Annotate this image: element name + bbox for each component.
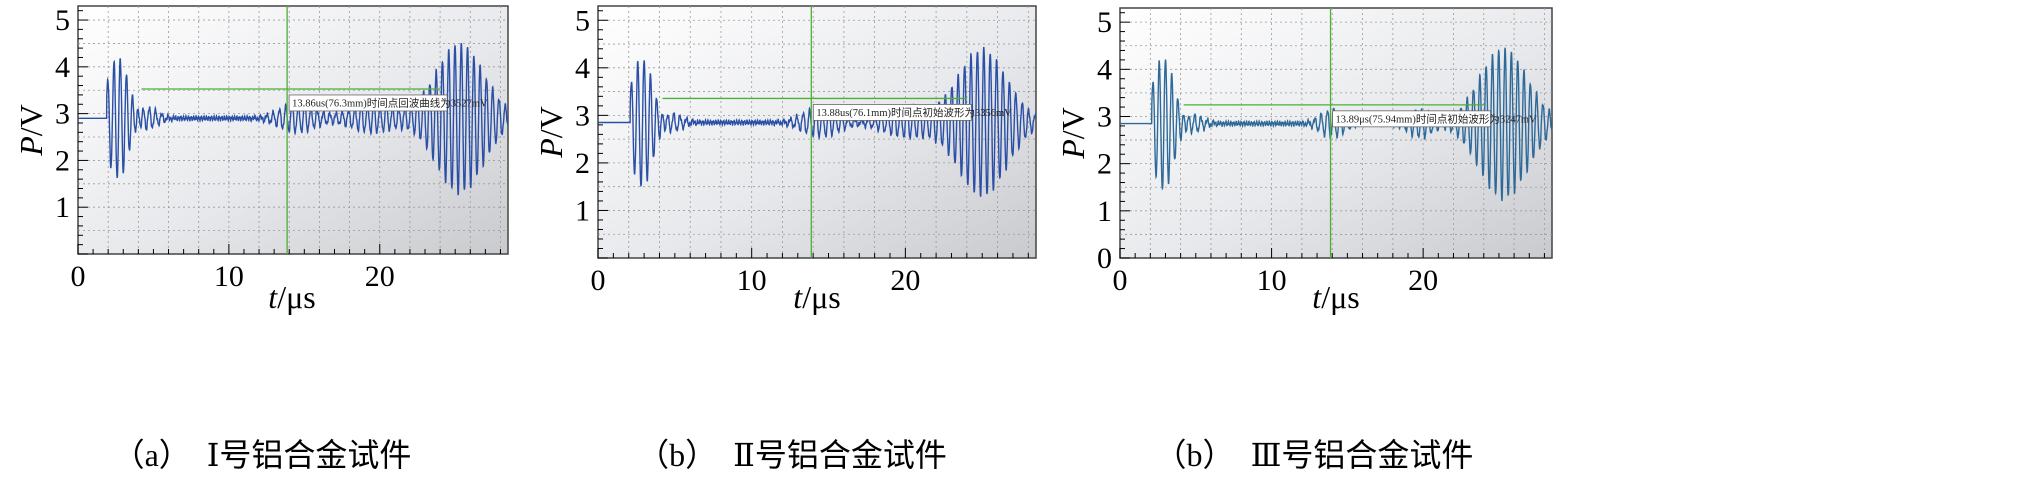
y-tick-label: 2 xyxy=(575,147,590,180)
axis-ticks-a xyxy=(77,10,501,255)
caption-c-text: Ⅲ号铝合金试件 xyxy=(1250,437,1474,473)
caption-a: （a） Ⅰ号铝合金试件 xyxy=(113,430,412,476)
y-tick-label: 4 xyxy=(55,51,70,84)
x-tick-label: 20 xyxy=(365,260,395,293)
y-axis-label-c: P/V xyxy=(1055,107,1091,160)
x-axis-label-b: t/μs xyxy=(793,279,840,315)
caption-c: （b） Ⅲ号铝合金试件 xyxy=(1155,430,1474,476)
annotation-text-c: 13.89μs(75.94mm)时间点初始波形为3247mV xyxy=(1336,112,1537,125)
axis-ticks-b xyxy=(597,10,1029,259)
y-tick-label: 1 xyxy=(575,194,590,227)
x-tick-label: 0 xyxy=(591,264,606,297)
y-tick-label: 5 xyxy=(1097,6,1112,39)
y-tick-label: 5 xyxy=(55,4,70,37)
x-axis-label-c: t/μs xyxy=(1312,279,1359,315)
y-tick-label: 4 xyxy=(1097,53,1112,86)
x-tick-label: 0 xyxy=(1113,264,1128,297)
plot-panel-c: 13.89μs(75.94mm)时间点初始波形为3247mV 0 10 20 0 1 2 3 4… xyxy=(1055,6,1553,315)
y-tick-label: 1 xyxy=(1097,195,1112,228)
caption-a-text: Ⅰ号铝合金试件 xyxy=(206,437,412,473)
plot-panel-b: 13.88us(76.1mm)时间点初始波形为3356mV 0 10 20 1 2 3 4 5 t… xyxy=(533,4,1037,315)
grid-c xyxy=(1120,8,1552,258)
y-tick-label: 2 xyxy=(1097,148,1112,181)
annotation-text-a: 13.86us(76.3mm)时间点回波曲线为3527mV xyxy=(292,96,488,109)
plot-panel-a: 13.86us(76.3mm)时间点回波曲线为3527mV 0 10 20 1 2 3 4 5 t… xyxy=(13,4,509,315)
x-tick-label: 0 xyxy=(71,260,86,293)
y-tick-label: 1 xyxy=(55,191,70,224)
axis-ticks-c xyxy=(1119,12,1545,259)
x-tick-label: 20 xyxy=(890,264,920,297)
x-axis-label-a: t/μs xyxy=(268,279,315,315)
y-axis-label-b: P/V xyxy=(533,106,569,159)
y-axis-label-a: P/V xyxy=(13,104,49,157)
x-tick-label: 10 xyxy=(737,264,767,297)
annotation-text-b: 13.88us(76.1mm)时间点初始波形为3356mV xyxy=(816,106,1012,119)
caption-c-letter: （b） xyxy=(1154,437,1235,473)
annotation-box-a xyxy=(288,94,448,112)
y-tick-label: 3 xyxy=(1097,100,1112,133)
y-tick-label: 2 xyxy=(55,144,70,177)
signal-trace-c xyxy=(1120,47,1553,202)
caption-b-text: Ⅱ号铝合金试件 xyxy=(733,437,947,473)
y-tick-label: 4 xyxy=(575,52,590,85)
annotation-box-b xyxy=(812,104,972,121)
y-tick-label: 3 xyxy=(575,99,590,132)
x-tick-label: 10 xyxy=(1257,264,1287,297)
y-tick-label: 0 xyxy=(1097,242,1112,275)
x-tick-label: 10 xyxy=(214,260,244,293)
caption-b: （b） Ⅱ号铝合金试件 xyxy=(637,430,947,476)
caption-b-letter: （b） xyxy=(637,437,718,473)
y-tick-label: 5 xyxy=(575,4,590,37)
caption-a-letter: （a） xyxy=(112,437,191,473)
y-tick-label: 3 xyxy=(55,98,70,131)
plot-area-a xyxy=(77,5,509,255)
annotation-box-c xyxy=(1332,110,1491,128)
x-tick-label: 20 xyxy=(1408,264,1438,297)
